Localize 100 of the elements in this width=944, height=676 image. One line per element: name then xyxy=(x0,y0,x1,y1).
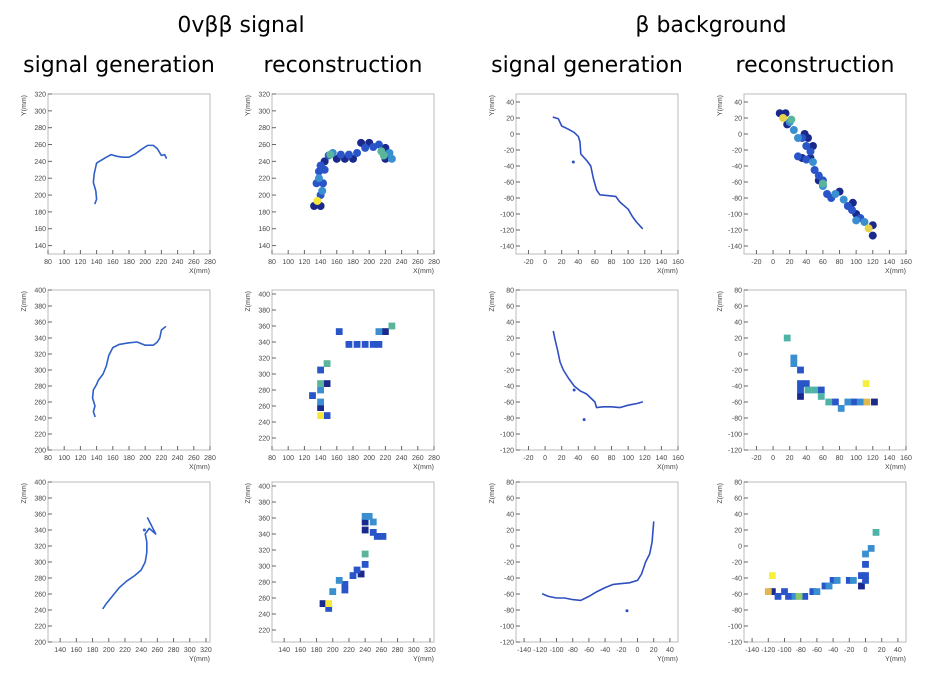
point xyxy=(784,334,791,342)
point xyxy=(850,577,857,584)
point xyxy=(768,572,776,579)
point xyxy=(864,224,873,232)
point xyxy=(818,180,827,188)
point xyxy=(840,196,848,204)
point xyxy=(860,218,868,226)
point xyxy=(309,392,316,399)
point xyxy=(314,174,323,182)
point xyxy=(790,126,798,134)
point xyxy=(346,341,352,348)
point xyxy=(794,152,802,160)
point xyxy=(362,561,369,568)
point xyxy=(376,328,382,335)
point xyxy=(336,328,343,335)
point xyxy=(808,158,817,166)
point xyxy=(797,386,804,394)
point xyxy=(858,582,865,590)
point xyxy=(797,393,804,400)
text: β background xyxy=(635,13,787,38)
chart-title: reconstruction xyxy=(736,53,894,78)
point xyxy=(362,341,369,348)
point xyxy=(764,588,772,595)
point xyxy=(862,380,870,387)
point xyxy=(838,405,845,412)
line-series xyxy=(92,144,168,204)
point xyxy=(794,134,802,142)
point xyxy=(313,196,322,205)
point xyxy=(806,148,814,156)
point xyxy=(871,398,878,406)
point xyxy=(811,386,818,394)
point xyxy=(317,398,324,406)
point xyxy=(826,582,832,590)
point xyxy=(336,150,345,159)
point xyxy=(862,550,869,558)
point xyxy=(388,154,396,163)
point xyxy=(814,588,820,595)
point xyxy=(802,142,810,150)
point xyxy=(779,114,788,122)
point xyxy=(858,572,865,579)
point xyxy=(344,150,353,159)
point xyxy=(324,412,330,419)
point xyxy=(376,341,382,348)
point xyxy=(324,360,330,367)
point xyxy=(832,398,839,406)
point xyxy=(374,140,383,149)
point xyxy=(818,386,825,394)
point xyxy=(317,412,324,419)
point xyxy=(380,151,388,160)
point xyxy=(785,593,792,600)
point xyxy=(862,561,869,568)
point xyxy=(810,166,819,174)
point xyxy=(317,380,324,387)
point xyxy=(324,380,330,387)
chart-title: reconstruction xyxy=(264,53,422,78)
point xyxy=(382,328,389,335)
point xyxy=(362,526,369,534)
text: 0vββ signal xyxy=(177,13,305,38)
point xyxy=(856,398,864,406)
point xyxy=(388,322,396,330)
point xyxy=(831,190,840,198)
point xyxy=(357,138,366,147)
point xyxy=(317,386,324,394)
point xyxy=(380,533,386,540)
point xyxy=(336,577,343,584)
point xyxy=(804,386,812,394)
point xyxy=(834,577,841,584)
point xyxy=(868,232,877,240)
chart-title: signal generation xyxy=(23,53,215,78)
point xyxy=(797,366,804,374)
point xyxy=(818,393,825,400)
point xyxy=(844,398,852,406)
point xyxy=(350,572,356,579)
point xyxy=(774,593,782,600)
point xyxy=(354,566,360,574)
point xyxy=(353,148,362,157)
point xyxy=(852,216,860,224)
point xyxy=(329,588,336,595)
line-series xyxy=(92,326,166,418)
point xyxy=(872,529,880,536)
point xyxy=(864,398,870,406)
point xyxy=(787,116,796,124)
point xyxy=(362,513,369,520)
point xyxy=(318,186,326,195)
point xyxy=(317,366,324,374)
line-series xyxy=(542,521,654,602)
point xyxy=(342,581,348,588)
point xyxy=(868,545,875,552)
line-series xyxy=(552,116,644,230)
point xyxy=(848,206,856,214)
point xyxy=(796,593,802,600)
point xyxy=(362,550,369,558)
point xyxy=(354,341,360,348)
point xyxy=(370,518,377,526)
chart-title: signal generation xyxy=(491,53,683,78)
point xyxy=(802,156,810,164)
point xyxy=(361,144,370,152)
point xyxy=(325,600,332,607)
line-series xyxy=(102,517,157,610)
point xyxy=(802,380,810,387)
